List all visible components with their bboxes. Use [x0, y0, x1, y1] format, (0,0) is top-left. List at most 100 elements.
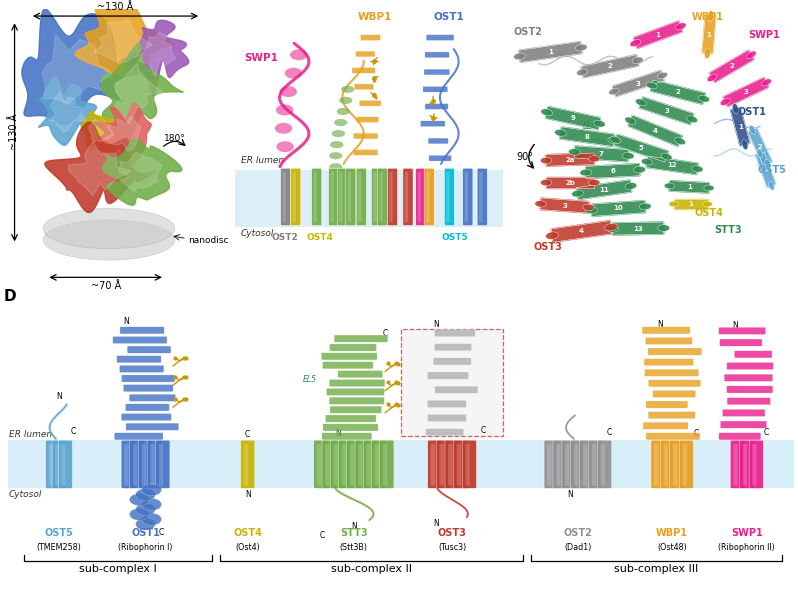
FancyBboxPatch shape [323, 424, 378, 431]
Polygon shape [709, 50, 754, 82]
Text: (Ribophorin I): (Ribophorin I) [118, 543, 173, 552]
FancyBboxPatch shape [646, 337, 693, 345]
FancyBboxPatch shape [648, 348, 702, 355]
Polygon shape [546, 153, 595, 166]
Text: 2: 2 [607, 63, 612, 69]
FancyBboxPatch shape [571, 440, 585, 488]
FancyBboxPatch shape [720, 339, 762, 346]
Text: Cytosol: Cytosol [241, 229, 275, 237]
Ellipse shape [334, 119, 347, 126]
Text: ~130 Å: ~130 Å [97, 2, 133, 12]
Text: STT3: STT3 [715, 225, 742, 235]
Text: C: C [764, 429, 769, 437]
FancyBboxPatch shape [330, 172, 334, 222]
Text: 2: 2 [729, 63, 734, 69]
FancyBboxPatch shape [147, 440, 161, 488]
Ellipse shape [589, 179, 600, 186]
FancyBboxPatch shape [663, 444, 668, 485]
Ellipse shape [586, 207, 598, 214]
Polygon shape [650, 80, 705, 104]
Ellipse shape [707, 74, 717, 82]
FancyBboxPatch shape [600, 444, 605, 485]
FancyBboxPatch shape [453, 440, 468, 488]
Ellipse shape [768, 182, 774, 190]
Text: 13: 13 [634, 226, 643, 231]
Ellipse shape [569, 149, 580, 155]
Ellipse shape [721, 98, 730, 105]
FancyBboxPatch shape [235, 170, 503, 227]
FancyBboxPatch shape [121, 375, 175, 382]
Polygon shape [94, 20, 152, 63]
Ellipse shape [686, 116, 697, 123]
Ellipse shape [276, 105, 294, 115]
FancyBboxPatch shape [437, 440, 451, 488]
Text: N: N [335, 429, 341, 438]
Ellipse shape [43, 220, 175, 260]
FancyBboxPatch shape [317, 444, 321, 485]
Polygon shape [614, 134, 669, 162]
Ellipse shape [540, 157, 551, 163]
FancyBboxPatch shape [113, 336, 167, 343]
FancyBboxPatch shape [354, 133, 378, 139]
Ellipse shape [733, 104, 738, 114]
FancyBboxPatch shape [383, 444, 387, 485]
Ellipse shape [698, 95, 709, 102]
Text: Cytosol: Cytosol [9, 490, 42, 498]
Ellipse shape [555, 130, 567, 136]
FancyBboxPatch shape [719, 433, 760, 440]
Polygon shape [730, 107, 750, 146]
FancyBboxPatch shape [401, 329, 504, 436]
FancyBboxPatch shape [380, 440, 394, 488]
FancyBboxPatch shape [425, 168, 434, 226]
FancyBboxPatch shape [121, 413, 172, 421]
FancyBboxPatch shape [463, 168, 473, 226]
FancyBboxPatch shape [330, 379, 385, 387]
Text: N: N [567, 490, 573, 498]
FancyBboxPatch shape [330, 344, 377, 351]
FancyBboxPatch shape [117, 356, 161, 363]
FancyBboxPatch shape [421, 121, 445, 127]
Text: C: C [606, 429, 612, 437]
FancyBboxPatch shape [673, 444, 678, 485]
FancyBboxPatch shape [127, 346, 171, 353]
Polygon shape [586, 163, 640, 179]
FancyBboxPatch shape [646, 433, 700, 440]
FancyBboxPatch shape [417, 172, 421, 222]
Text: 3: 3 [664, 108, 669, 114]
FancyBboxPatch shape [354, 150, 377, 155]
Polygon shape [577, 180, 632, 200]
FancyBboxPatch shape [553, 440, 567, 488]
Polygon shape [674, 200, 708, 209]
Text: N: N [56, 392, 62, 401]
Ellipse shape [764, 159, 771, 168]
FancyBboxPatch shape [8, 440, 794, 488]
Text: 10: 10 [614, 205, 623, 211]
FancyBboxPatch shape [428, 414, 466, 422]
Polygon shape [612, 70, 664, 96]
Ellipse shape [761, 79, 772, 86]
Ellipse shape [749, 126, 756, 134]
Polygon shape [559, 127, 614, 146]
FancyBboxPatch shape [350, 444, 354, 485]
FancyBboxPatch shape [290, 168, 301, 226]
Polygon shape [702, 15, 716, 54]
Text: 2: 2 [675, 89, 680, 95]
FancyBboxPatch shape [740, 440, 754, 488]
Text: D: D [4, 289, 17, 304]
FancyBboxPatch shape [49, 444, 53, 485]
Text: 4: 4 [653, 128, 658, 134]
FancyBboxPatch shape [58, 440, 73, 488]
Text: 3: 3 [636, 81, 641, 86]
Polygon shape [49, 92, 86, 132]
FancyBboxPatch shape [456, 444, 461, 485]
FancyBboxPatch shape [357, 117, 379, 123]
Ellipse shape [583, 204, 595, 210]
Ellipse shape [43, 208, 175, 249]
Ellipse shape [708, 11, 713, 21]
Text: (Stt3B): (Stt3B) [340, 543, 368, 552]
Ellipse shape [541, 109, 552, 116]
Text: sub-complex III: sub-complex III [614, 564, 698, 574]
FancyBboxPatch shape [347, 440, 361, 488]
FancyBboxPatch shape [431, 444, 435, 485]
FancyBboxPatch shape [330, 397, 385, 404]
